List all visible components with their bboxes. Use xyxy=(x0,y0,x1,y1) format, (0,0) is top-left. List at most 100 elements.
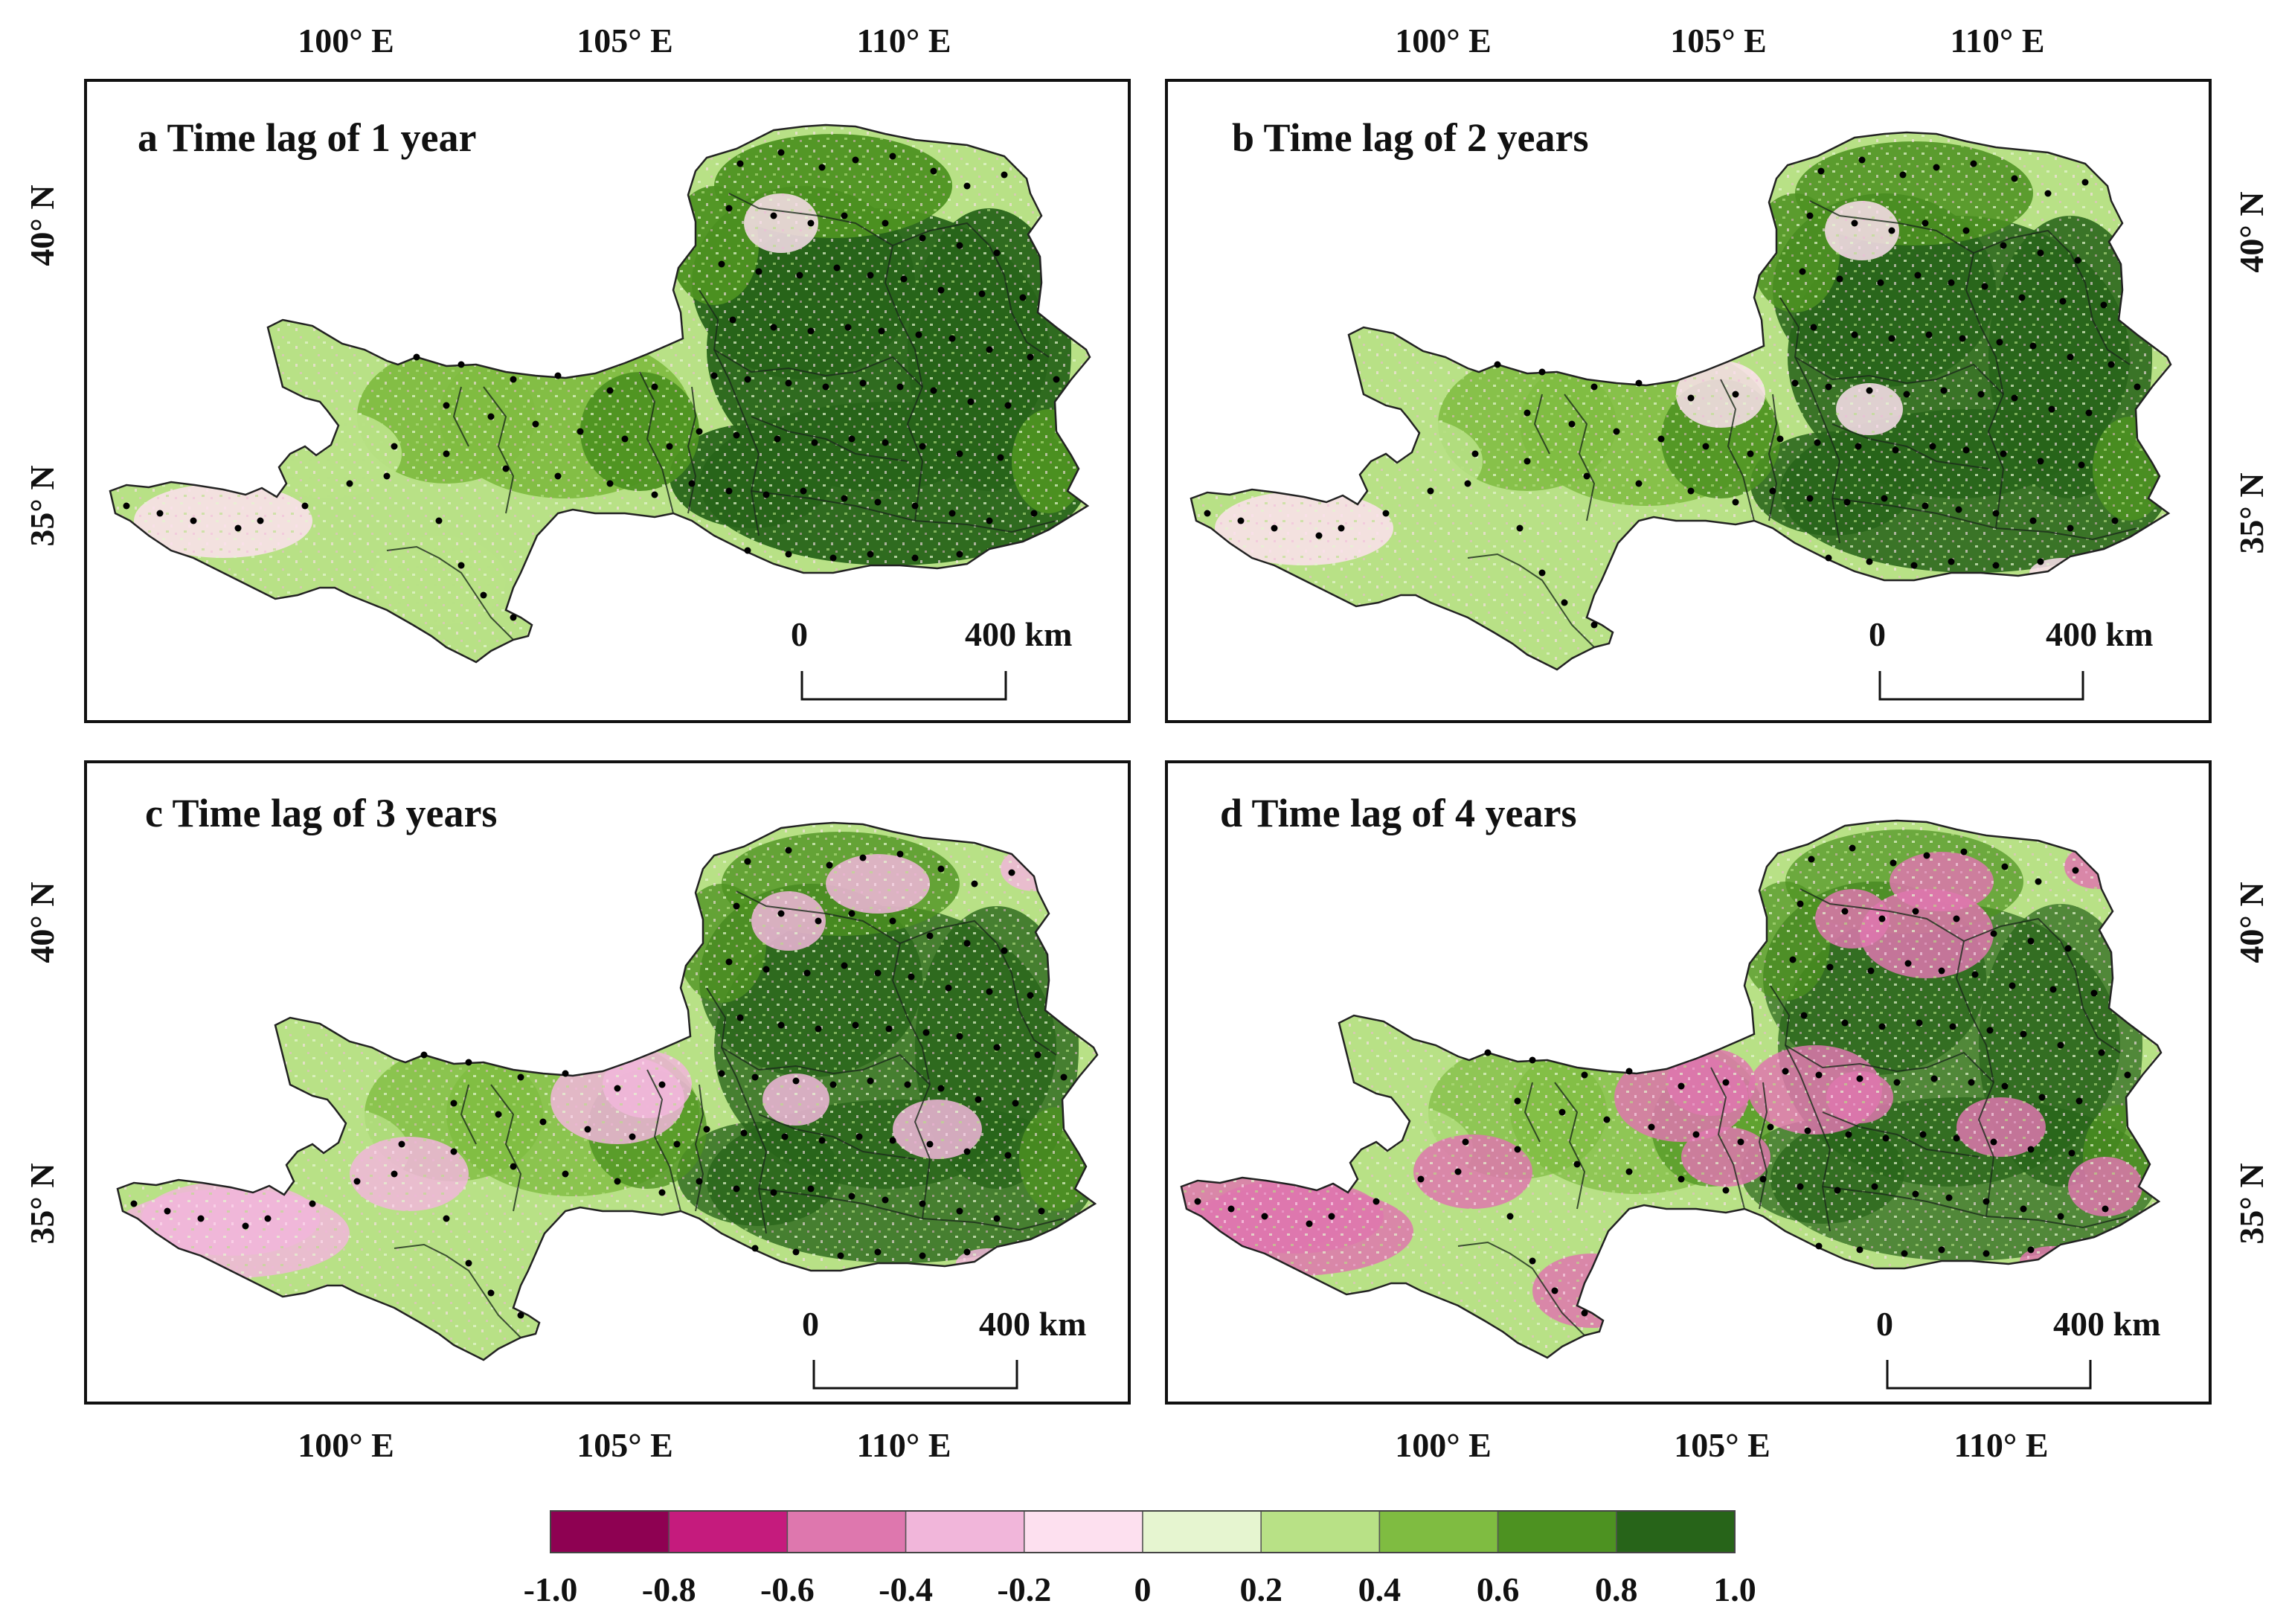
scale-bar-start-label: 0 xyxy=(1876,1305,1893,1343)
scale-bar: 0 400 km xyxy=(1876,1305,2160,1390)
station-dot xyxy=(666,443,673,450)
station-dot xyxy=(164,1207,171,1215)
station-dot xyxy=(1843,498,1851,506)
station-dot xyxy=(1001,947,1008,954)
station-dot xyxy=(1893,1079,1901,1086)
subregion-boundary xyxy=(646,1069,681,1212)
station-dot xyxy=(2075,1097,2083,1105)
station-dot xyxy=(1856,1246,1863,1254)
station-dot xyxy=(1382,510,1390,517)
station-dot xyxy=(1722,1187,1730,1194)
station-dot xyxy=(937,286,945,294)
subregion-boundary xyxy=(694,1084,704,1212)
station-dot xyxy=(874,498,882,506)
station-dot xyxy=(986,517,993,524)
station-dot xyxy=(1808,856,1815,863)
station-dot xyxy=(1737,1138,1744,1146)
station-dot xyxy=(1990,1138,1997,1146)
station-dot xyxy=(510,376,517,383)
station-dot xyxy=(1849,844,1856,852)
station-dot xyxy=(1464,480,1471,487)
station-dot xyxy=(1581,1309,1588,1317)
color-legend: -1.0 -0.8 -0.6 -0.4 -0.2 0 0.2 0.4 0.6 0.8 1.0 xyxy=(524,1510,1756,1608)
station-dot xyxy=(1538,569,1546,577)
station-dot xyxy=(1877,279,1884,286)
station-dot xyxy=(2035,878,2042,885)
station-dot xyxy=(1494,361,1501,368)
bottom-longitude-labels: 100° E 105° E 110° E 100° E 105° E 110° … xyxy=(298,1426,2048,1464)
station-dot xyxy=(1027,992,1034,999)
scale-bar-end-label: 400 km xyxy=(2046,615,2153,653)
station-dot xyxy=(696,1178,703,1185)
station-dot xyxy=(811,439,818,446)
station-dot xyxy=(1678,1175,1685,1183)
subregion-boundary xyxy=(1564,394,1596,521)
station-dot xyxy=(770,1189,777,1196)
station-dot xyxy=(1038,1207,1045,1215)
station-points xyxy=(1204,156,2141,629)
station-dot xyxy=(1836,275,1843,283)
station-dot xyxy=(2027,1246,2035,1254)
station-dot xyxy=(1657,435,1665,443)
station-dot xyxy=(997,454,1004,461)
station-dot xyxy=(796,272,803,279)
station-dot xyxy=(896,383,904,391)
station-dot xyxy=(1776,435,1784,443)
station-dot xyxy=(837,1252,844,1259)
legend-swatch xyxy=(905,1510,1025,1553)
station-dot xyxy=(1538,368,1546,376)
station-dot xyxy=(777,1021,785,1029)
raster-fill xyxy=(1191,132,2171,670)
station-dot xyxy=(1484,1049,1492,1056)
station-dot xyxy=(1687,487,1695,495)
station-dot xyxy=(1814,439,1821,446)
station-dot xyxy=(725,958,733,966)
station-dot xyxy=(1962,446,1970,454)
station-dot xyxy=(2067,353,2074,361)
station-dot xyxy=(1060,1073,1068,1081)
station-dot xyxy=(234,524,242,532)
subregion-boundary xyxy=(1785,1044,1994,1083)
station-dot xyxy=(919,443,926,450)
station-dot xyxy=(882,1196,889,1204)
station-dot xyxy=(2029,342,2037,350)
station-dot xyxy=(1919,1131,1927,1138)
station-dot xyxy=(733,431,740,439)
station-dot xyxy=(2057,1042,2064,1049)
station-dot xyxy=(1990,930,1997,937)
station-dot xyxy=(2085,409,2093,417)
lon-label: 105° E xyxy=(577,22,673,60)
station-dot xyxy=(818,1137,826,1144)
station-dot xyxy=(833,264,841,272)
subregion-boundary xyxy=(736,890,901,944)
station-dot xyxy=(1953,1134,1960,1142)
legend-label: 0.2 xyxy=(1239,1570,1282,1608)
station-dot xyxy=(829,1081,837,1088)
lon-label: 110° E xyxy=(856,1426,951,1464)
subregion-boundary xyxy=(386,545,514,641)
station-dot xyxy=(2068,1149,2075,1157)
station-dot xyxy=(971,880,978,888)
subregion-boundary xyxy=(452,386,469,447)
station-dot xyxy=(532,420,539,428)
left-latitude-labels: 40° N 35° N 40° N 35° N xyxy=(23,184,61,1244)
station-dot xyxy=(1983,1250,1990,1257)
scale-bar: 0 400 km xyxy=(1869,615,2153,701)
station-dot xyxy=(1194,1198,1201,1205)
station-dot xyxy=(651,491,658,498)
station-dot xyxy=(353,1178,361,1185)
station-dot xyxy=(2037,458,2044,465)
station-dot xyxy=(896,850,904,858)
subregion-boundary xyxy=(713,349,923,388)
station-dot xyxy=(1004,1152,1012,1159)
station-dot xyxy=(1983,1198,1990,1205)
station-dot xyxy=(733,902,740,910)
station-dot xyxy=(1687,394,1695,402)
station-dot xyxy=(1955,506,1962,513)
station-dot xyxy=(458,562,465,569)
subregion-boundary xyxy=(1533,394,1550,455)
station-dot xyxy=(725,205,733,212)
station-dot xyxy=(878,327,885,335)
station-dot xyxy=(383,472,391,480)
station-dot xyxy=(2102,1205,2109,1213)
